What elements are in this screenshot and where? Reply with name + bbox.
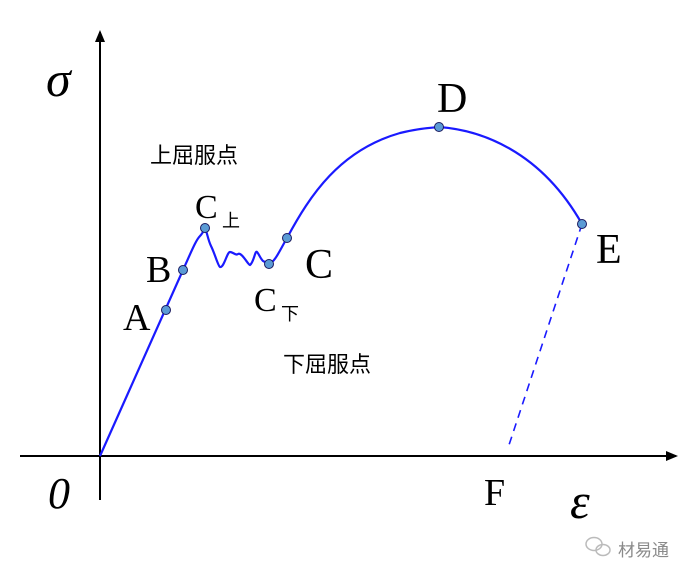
label-c-lower: C <box>254 282 277 319</box>
upper-yield-annotation: 上屈服点 <box>150 144 238 169</box>
label-c-lower-sub: 下 <box>281 304 299 325</box>
label-d: D <box>437 76 467 122</box>
curve-points <box>161 122 587 315</box>
unloading-line <box>507 223 583 449</box>
point-c-upper <box>200 223 210 233</box>
label-c-upper-sub: 上 <box>222 211 240 232</box>
point-a <box>161 305 171 315</box>
label-c-upper: C <box>195 189 218 226</box>
label-c: C <box>305 242 333 288</box>
label-a: A <box>123 297 151 339</box>
point-d <box>434 122 444 132</box>
x-axis-symbol: ε <box>570 473 590 529</box>
stress-strain-curve <box>98 125 583 457</box>
lower-yield-annotation: 下屈服点 <box>283 353 371 378</box>
wechat-icon <box>585 536 611 557</box>
origin-label: 0 <box>48 469 70 518</box>
point-c <box>282 233 292 243</box>
y-axis-symbol: σ <box>46 51 73 107</box>
watermark-text: 材易通 <box>618 541 669 561</box>
point-b <box>178 265 188 275</box>
label-e: E <box>596 227 622 273</box>
label-f: F <box>484 472 505 514</box>
point-e <box>577 219 587 229</box>
label-b: B <box>146 249 171 291</box>
point-c-lower <box>264 259 274 269</box>
